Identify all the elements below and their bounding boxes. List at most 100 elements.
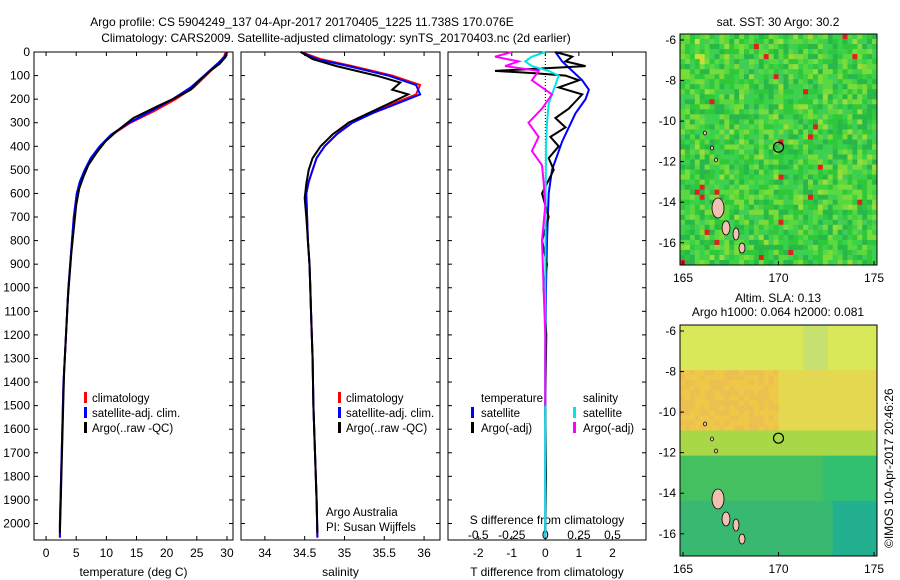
map-cell: [852, 330, 858, 336]
map-cell: [857, 159, 863, 165]
map-cell: [684, 520, 691, 527]
map-cell: [734, 495, 740, 502]
imos-timestamp: ©IMOS 10-Apr-2017 20:46:26: [882, 388, 896, 548]
map-cell: [867, 199, 873, 206]
map-cell: [872, 199, 878, 206]
map-cell: [867, 450, 873, 456]
map-cell: [714, 440, 720, 446]
map-cell: [803, 325, 809, 331]
map-cell: [822, 535, 829, 542]
legend-swatch-t-satellite: [471, 407, 474, 418]
map-cell: [778, 546, 784, 552]
map-cell: [749, 134, 755, 140]
map-cell: [749, 510, 755, 517]
map-cell: [788, 144, 794, 150]
map-cell: [867, 525, 873, 532]
map-cell: [724, 84, 730, 90]
map-cell: [817, 234, 824, 241]
map-cell: [808, 139, 814, 145]
map-cell: [694, 214, 701, 221]
map-cell: [739, 59, 745, 65]
map-cell: [704, 515, 710, 522]
map-cell: [753, 199, 760, 206]
map-cell: [734, 415, 740, 421]
map-cell: [758, 500, 765, 507]
map-cell: [739, 104, 745, 110]
map-cell: [822, 244, 829, 251]
map-cell: [773, 540, 779, 547]
map-cell: [763, 500, 769, 507]
map-cell: [783, 109, 789, 115]
map-cell: [827, 99, 834, 105]
map-cell: [714, 144, 720, 150]
map-cell: [832, 134, 838, 140]
map-cell: [867, 415, 873, 421]
map-cell: [803, 445, 809, 451]
map-cell: [832, 355, 838, 361]
map-cell: [709, 340, 715, 346]
map-cell: [798, 450, 804, 456]
map-cell: [729, 124, 735, 130]
map-cell: [783, 199, 789, 206]
map-cell: [778, 99, 784, 105]
map-cell: [709, 365, 715, 371]
map-cell: [729, 219, 735, 226]
map-cell: [763, 370, 769, 376]
map-cell: [719, 440, 725, 446]
map-cell: [734, 164, 740, 170]
map-cell: [803, 400, 809, 406]
map-cell: [783, 184, 789, 191]
map-cell: [788, 520, 794, 527]
map-cell: [699, 345, 705, 351]
map-cell: [783, 365, 789, 371]
map-cell: [744, 495, 750, 502]
map-cell: [798, 129, 804, 135]
map-cell: [778, 79, 784, 85]
map-cell: [734, 39, 740, 45]
map-cell: [867, 204, 873, 211]
map-cell: [758, 520, 765, 527]
map-cell: [857, 405, 863, 411]
map-cell: [773, 234, 779, 241]
map-cell: [862, 44, 868, 50]
map-cell: [827, 360, 834, 366]
map-cell: [847, 104, 853, 110]
map-cell: [872, 500, 878, 507]
map-cell: [803, 375, 809, 381]
map-cell: [684, 144, 691, 150]
map-cell: [852, 355, 858, 361]
map-cell: [872, 54, 878, 60]
map-cell: [862, 465, 868, 471]
map-cell: [867, 89, 873, 95]
map-cell: [783, 450, 789, 456]
map-cell: [689, 49, 696, 55]
map-cell: [758, 495, 765, 502]
map-cell: [813, 164, 819, 170]
map-cell: [798, 530, 804, 537]
map-cell: [778, 219, 784, 226]
map-cell: [778, 370, 784, 376]
map-cell: [857, 525, 863, 532]
map-cell: [793, 149, 799, 155]
map-cell: [778, 209, 784, 216]
map-cell: [872, 159, 878, 165]
map-cell: [734, 174, 740, 180]
map-cell: [749, 179, 755, 185]
map-cell: [862, 385, 868, 391]
map-cell: [872, 490, 878, 497]
map-cell: [753, 169, 760, 175]
map-cell: [783, 69, 789, 75]
map-cell: [773, 345, 779, 351]
map-cell: [680, 44, 686, 50]
map-cell: [749, 244, 755, 251]
map-cell: [872, 69, 878, 75]
map-cell: [788, 99, 794, 105]
map-cell: [768, 89, 774, 95]
map-cell: [758, 84, 765, 90]
map-cell: [832, 99, 838, 105]
map-cell: [842, 124, 848, 130]
map-cell: [872, 134, 878, 140]
map-cell: [744, 360, 750, 366]
map-cell: [689, 94, 696, 100]
map-cell: [768, 124, 774, 130]
